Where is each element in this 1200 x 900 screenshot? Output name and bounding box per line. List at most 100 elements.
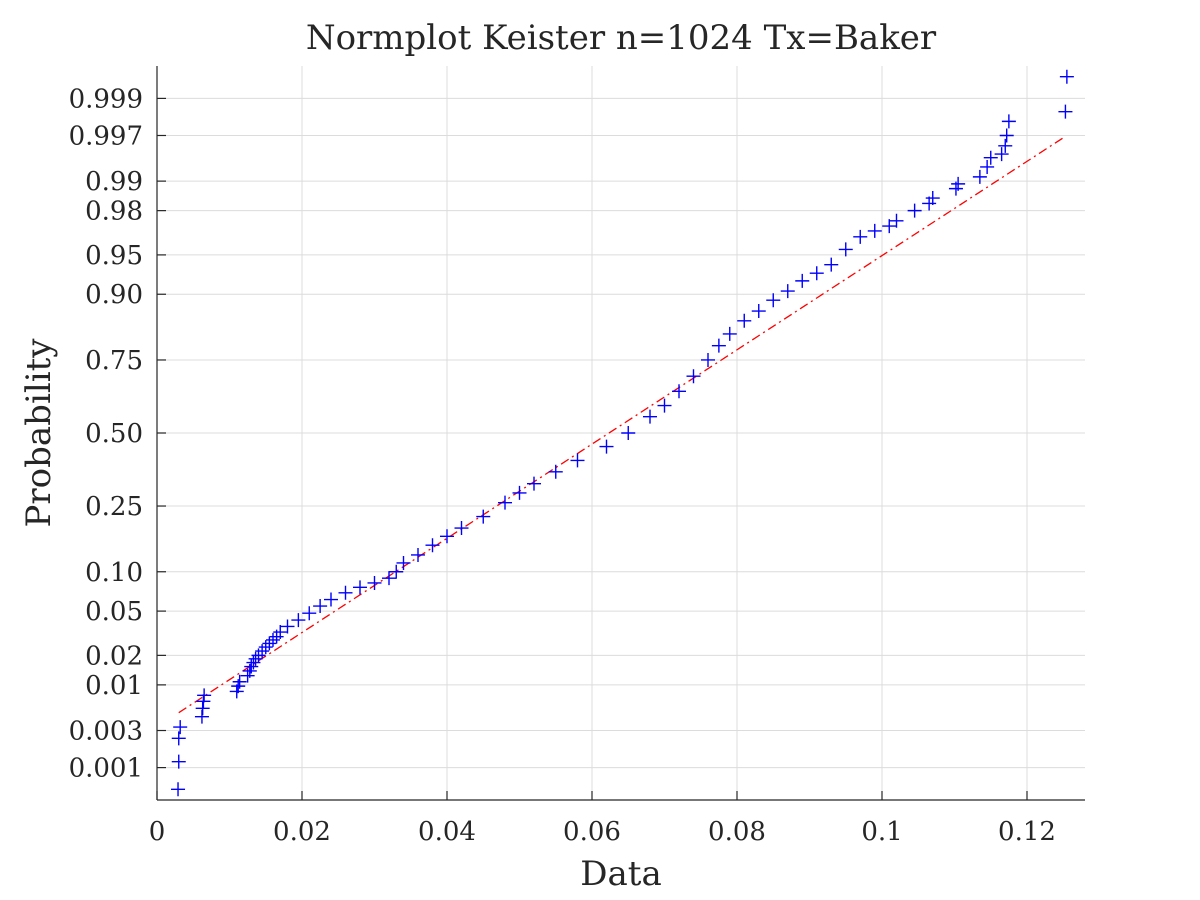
data-points xyxy=(171,69,1074,797)
data-point xyxy=(266,632,280,647)
data-point xyxy=(599,439,614,454)
data-point xyxy=(621,426,636,440)
data-point xyxy=(766,293,781,308)
data-point xyxy=(809,266,824,281)
data-point xyxy=(411,547,425,562)
data-point xyxy=(780,284,795,299)
data-point xyxy=(527,476,541,491)
y-tick-label: 0.75 xyxy=(85,346,143,376)
data-point xyxy=(273,625,288,640)
y-tick-label: 0.90 xyxy=(85,280,143,310)
data-point xyxy=(425,538,440,553)
data-point xyxy=(722,326,737,341)
x-tick-label: 0.12 xyxy=(998,817,1056,847)
y-tick-label: 0.997 xyxy=(69,121,143,151)
data-point xyxy=(701,352,715,367)
data-point xyxy=(686,369,701,384)
data-point xyxy=(324,592,338,607)
y-tick-label: 0.999 xyxy=(69,84,143,114)
data-point xyxy=(867,223,882,238)
chart-title: Normplot Keister n=1024 Tx=Baker xyxy=(306,18,937,58)
x-tick-label: 0.04 xyxy=(418,817,476,847)
x-tick-label: 0.06 xyxy=(563,817,621,847)
y-tick-label: 0.001 xyxy=(69,754,143,784)
data-point xyxy=(795,273,810,288)
y-tick-label: 0.25 xyxy=(85,492,143,522)
data-point xyxy=(248,651,263,666)
data-point xyxy=(195,701,210,716)
data-point xyxy=(389,564,404,579)
data-point xyxy=(302,606,317,621)
data-point xyxy=(853,229,868,244)
data-point xyxy=(824,257,839,272)
y-tick-label: 0.50 xyxy=(85,419,143,449)
data-point xyxy=(983,150,998,165)
data-point xyxy=(367,575,382,590)
data-point xyxy=(737,313,752,328)
data-point xyxy=(922,196,937,211)
data-point xyxy=(1058,104,1073,119)
y-tick-label: 0.99 xyxy=(85,167,143,197)
data-point xyxy=(570,453,585,468)
data-point xyxy=(994,147,1009,162)
data-point xyxy=(280,619,295,634)
data-point xyxy=(258,640,273,655)
x-tick-label: 0.1 xyxy=(861,817,902,847)
data-point xyxy=(907,203,922,218)
data-point xyxy=(512,485,527,500)
data-point xyxy=(353,580,367,595)
data-point xyxy=(1001,114,1016,129)
y-tick-label: 0.98 xyxy=(85,197,143,227)
fit-line-layer xyxy=(178,137,1064,714)
data-point xyxy=(171,731,186,746)
y-ticks: 0.001 0.003 0.010.02 0.05 0.10 0.25 0.50 0.75 0.… xyxy=(69,84,166,784)
data-point xyxy=(476,509,491,524)
y-tick-label: 0.10 xyxy=(85,558,143,588)
data-point xyxy=(196,694,211,709)
data-point xyxy=(246,655,261,670)
y-axis-title: Probability xyxy=(19,338,59,528)
data-point xyxy=(173,720,188,735)
data-point xyxy=(262,636,277,651)
x-tick-label: 0.02 xyxy=(273,817,331,847)
data-point xyxy=(643,409,657,424)
data-point xyxy=(291,613,306,628)
data-point xyxy=(382,571,396,586)
data-point xyxy=(498,495,512,510)
x-tick-label: 0.08 xyxy=(708,817,766,847)
data-point xyxy=(657,398,672,413)
data-point xyxy=(232,674,247,689)
data-point xyxy=(194,709,209,724)
data-point xyxy=(838,242,853,257)
y-tick-label: 0.003 xyxy=(69,717,143,747)
x-ticks: 0 0.02 0.04 0.06 0.08 0.1 0.12 xyxy=(149,791,1056,847)
y-tick-label: 0.95 xyxy=(85,241,143,271)
data-point xyxy=(998,138,1013,153)
data-point xyxy=(454,521,469,536)
data-point xyxy=(951,176,966,191)
data-point xyxy=(440,529,454,544)
data-point xyxy=(751,304,766,319)
fit-line xyxy=(178,137,1064,714)
data-point xyxy=(197,688,212,703)
grid xyxy=(157,66,1085,800)
data-point xyxy=(980,159,995,174)
data-point xyxy=(999,128,1014,143)
data-point xyxy=(889,213,904,228)
data-point xyxy=(396,555,411,570)
data-point xyxy=(548,464,563,479)
y-tick-label: 0.01 xyxy=(85,671,143,701)
y-tick-label: 0.02 xyxy=(85,641,143,671)
data-point xyxy=(313,599,328,614)
data-point xyxy=(972,169,987,184)
y-tick-label: 0.05 xyxy=(85,597,143,627)
data-point xyxy=(171,782,186,797)
data-point xyxy=(672,384,686,399)
x-axis-title: Data xyxy=(580,854,661,894)
data-point xyxy=(711,338,726,353)
data-point xyxy=(338,585,353,600)
data-point xyxy=(925,191,940,206)
data-point xyxy=(882,219,897,234)
data-point xyxy=(171,754,186,769)
data-point xyxy=(1059,69,1074,84)
